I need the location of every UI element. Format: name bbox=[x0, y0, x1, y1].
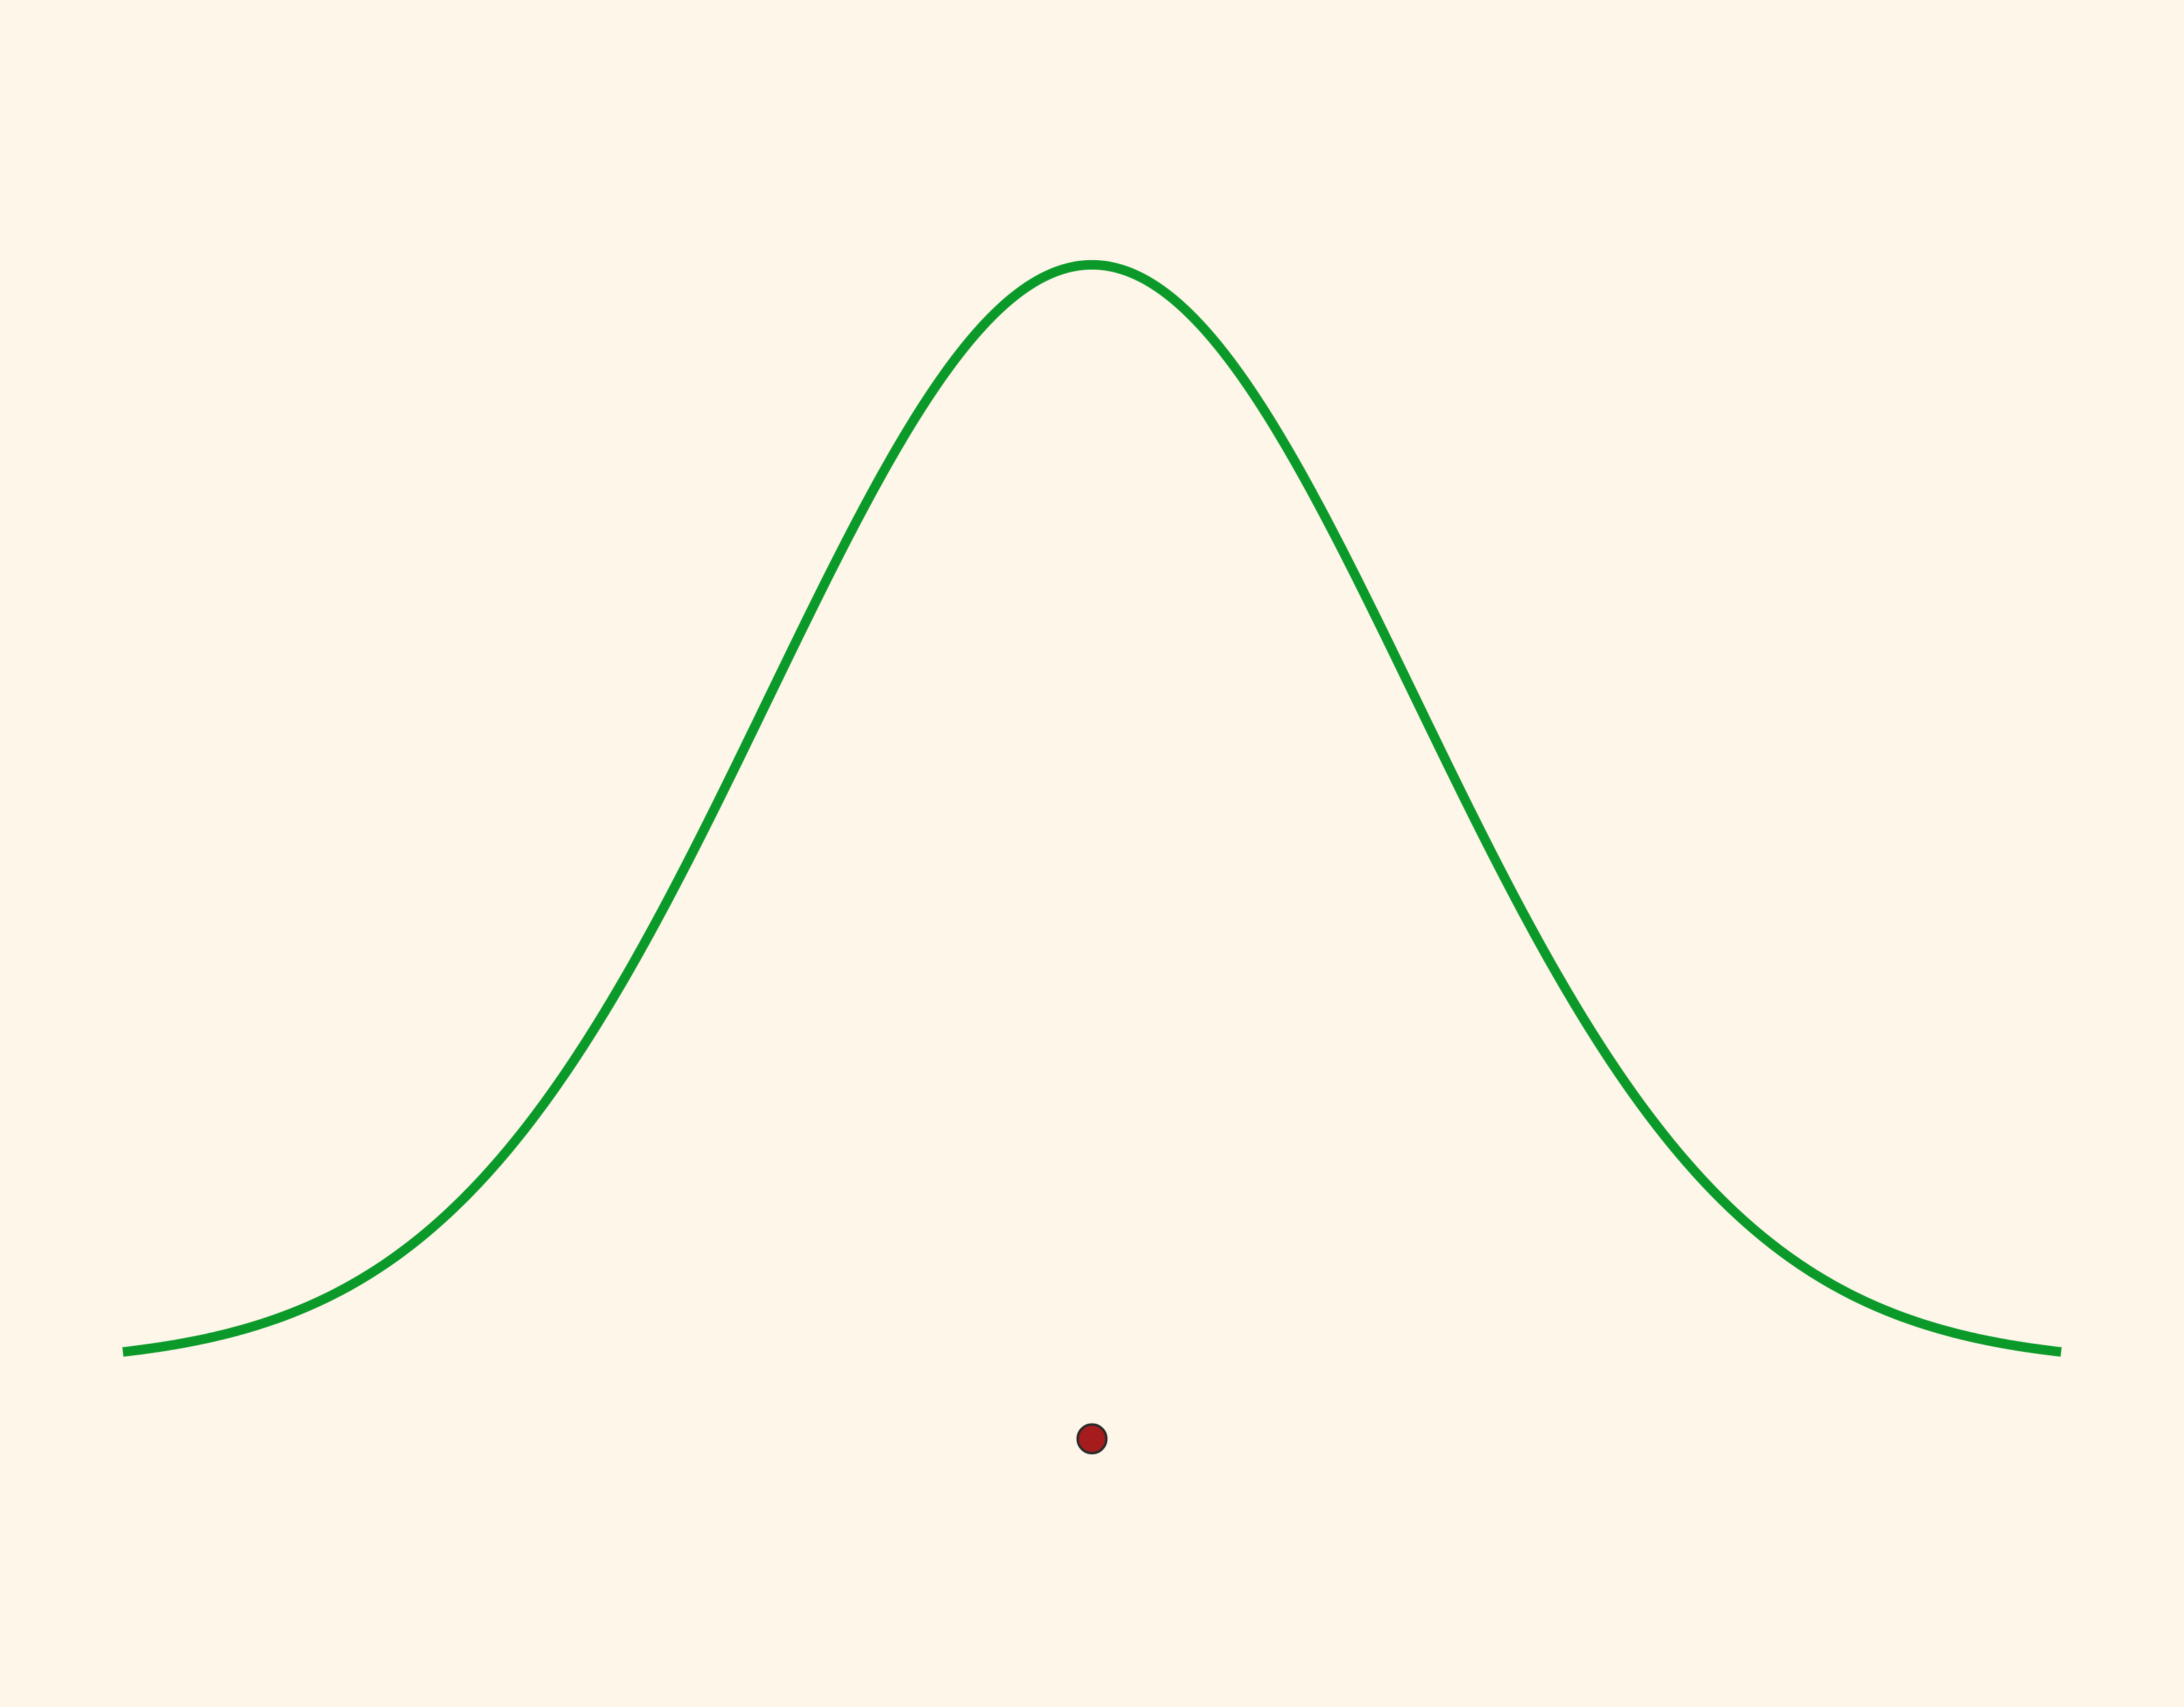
point-layer bbox=[1076, 1423, 1108, 1454]
density-curve bbox=[122, 259, 2062, 1357]
mean-point-marker bbox=[1076, 1423, 1108, 1454]
curve-layer bbox=[122, 259, 2062, 1357]
